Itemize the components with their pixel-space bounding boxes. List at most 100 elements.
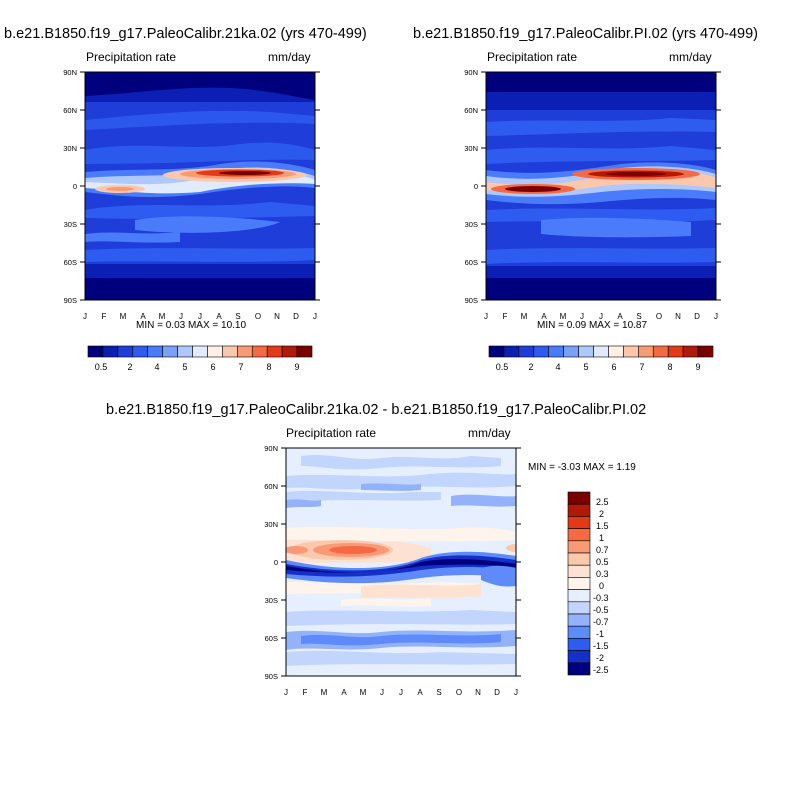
panel3-colorbar-label: -0.3 — [593, 593, 609, 603]
colorbar-swatch — [281, 345, 298, 358]
panel2-colorbar-label: 9 — [695, 362, 700, 372]
panel2-x-tick: J — [714, 312, 718, 321]
panel3-x-tick: J — [514, 688, 518, 697]
panel3-x-tick: M — [321, 688, 328, 697]
panel2-colorbar-label: 7 — [639, 362, 644, 372]
panel3-x-tick: A — [417, 688, 423, 697]
panel3-y-tick: 90N — [264, 444, 278, 453]
panel3-y-tick: 60N — [264, 482, 278, 491]
colorbar-swatch — [266, 345, 283, 358]
panel3-y-tick: 90S — [265, 672, 278, 681]
panel1-contours — [85, 72, 315, 300]
panel3-colorbar-label: 0.7 — [596, 545, 609, 555]
panel2-colorbar-label: 2 — [528, 362, 533, 372]
panel1-colorbar-label: 2 — [127, 362, 132, 372]
colorbar-swatch — [117, 345, 134, 358]
panel1-y-tick: 90S — [64, 296, 77, 305]
colorbar-swatch — [533, 345, 550, 358]
panel1-y-tick: 0 — [73, 182, 77, 191]
colorbar-swatch — [567, 662, 591, 676]
panel1-y-tick: 30S — [64, 220, 77, 229]
colorbar-swatch — [567, 638, 591, 651]
panel3-contours — [286, 448, 516, 676]
panel2-x-tick: N — [675, 312, 681, 321]
panel1-x-tick: D — [293, 312, 299, 321]
panel3-x-tick: F — [303, 688, 308, 697]
panel1-x-tick: J — [313, 312, 317, 321]
panel2-colorbar-label: 0.5 — [496, 362, 509, 372]
panel1-x-tick: S — [235, 312, 240, 321]
panel2-y-tick: 30S — [465, 220, 478, 229]
panel3-x-tick: A — [341, 688, 347, 697]
panel1-x-tick: O — [255, 312, 261, 321]
colorbar-swatch — [638, 345, 654, 358]
colorbar-swatch — [567, 625, 591, 639]
panel1-colorbar-label: 4 — [154, 362, 159, 372]
panel3-y-tick: 0 — [274, 558, 278, 567]
panel2-subtitle-left: Precipitation rate — [487, 50, 578, 64]
panel3-colorbar-label: -2 — [596, 653, 604, 663]
panel3-colorbar-label: -1 — [596, 629, 604, 639]
panel2-colorbar-label: 5 — [583, 362, 588, 372]
panel2-x-tick: A — [617, 312, 623, 321]
panel1-colorbar-label: 0.5 — [95, 362, 108, 372]
panel3-colorbar-label: 0.3 — [596, 569, 609, 579]
panel3-colorbar-label: -2.5 — [593, 665, 609, 675]
colorbar-swatch — [567, 589, 591, 603]
panel1-y-tick: 60N — [63, 106, 77, 115]
panel1-x-tick: J — [198, 312, 202, 321]
colorbar-swatch — [567, 650, 591, 664]
panel2-colorbar-label: 8 — [667, 362, 672, 372]
panel3-x-tick: N — [475, 688, 481, 697]
panel1-colorbar-label: 5 — [182, 362, 187, 372]
panel2-x-tick: F — [503, 312, 508, 321]
panel1-ticks — [80, 71, 320, 301]
colorbar-swatch — [503, 345, 520, 358]
panel2-x-tick: M — [521, 312, 528, 321]
panel3-x-tick: S — [436, 688, 441, 697]
colorbar-swatch — [623, 345, 639, 358]
panel3-y-tick: 30N — [264, 520, 278, 529]
panel1-minmax: MIN = 0.03 MAX = 10.10 — [136, 320, 247, 331]
colorbar-swatch — [147, 345, 163, 358]
panel3-minmax: MIN = -3.03 MAX = 1.19 — [528, 462, 636, 473]
colorbar-swatch — [548, 345, 564, 358]
panel3-colorbar: 2.5 2 1.5 1 0.7 0.5 0.3 0 -0.3 -0.5 -0.7… — [567, 491, 609, 676]
panel3-ticks — [281, 447, 521, 677]
panel1-x-tick: F — [102, 312, 107, 321]
panel3-colorbar-label: 0.5 — [596, 557, 609, 567]
panel2-y-tick: 30N — [464, 144, 478, 153]
colorbar-swatch — [237, 345, 253, 358]
panel1-colorbar-label: 6 — [210, 362, 215, 372]
panel2-colorbar-label: 6 — [611, 362, 616, 372]
panel2-y-tick: 0 — [474, 182, 478, 191]
panel1-y-tick: 30N — [63, 144, 77, 153]
colorbar-swatch — [563, 345, 579, 358]
colorbar-swatch — [132, 345, 149, 358]
panel3-y-tick: 30S — [265, 596, 278, 605]
colorbar-swatch — [682, 345, 699, 358]
colorbar-swatch — [488, 345, 505, 358]
panel1-subtitle-left: Precipitation rate — [86, 50, 177, 64]
colorbar-swatch — [192, 345, 208, 358]
colorbar-swatch — [162, 345, 178, 358]
panel2-x-tick: J — [580, 312, 584, 321]
colorbar-swatch — [177, 345, 193, 358]
panel3-colorbar-label: 2 — [599, 509, 604, 519]
colorbar-swatch — [567, 540, 591, 554]
panel3-x-tick: D — [494, 688, 500, 697]
panel1-x-tick: M — [120, 312, 127, 321]
panel3-x-tick: M — [360, 688, 367, 697]
panel2-x-tick: M — [560, 312, 567, 321]
panel1-colorbar-label: 7 — [238, 362, 243, 372]
panel3-x-tick: J — [399, 688, 403, 697]
panel2-x-tick: J — [599, 312, 603, 321]
panel1-x-tick: J — [179, 312, 183, 321]
panel1-x-tick: A — [140, 312, 146, 321]
colorbar-swatch — [567, 516, 591, 529]
colorbar-swatch — [578, 345, 594, 358]
colorbar-swatch — [207, 345, 223, 358]
panel2-x-tick: D — [694, 312, 700, 321]
panel3-y-tick: 60S — [265, 634, 278, 643]
panel3-colorbar-label: -1.5 — [593, 641, 609, 651]
